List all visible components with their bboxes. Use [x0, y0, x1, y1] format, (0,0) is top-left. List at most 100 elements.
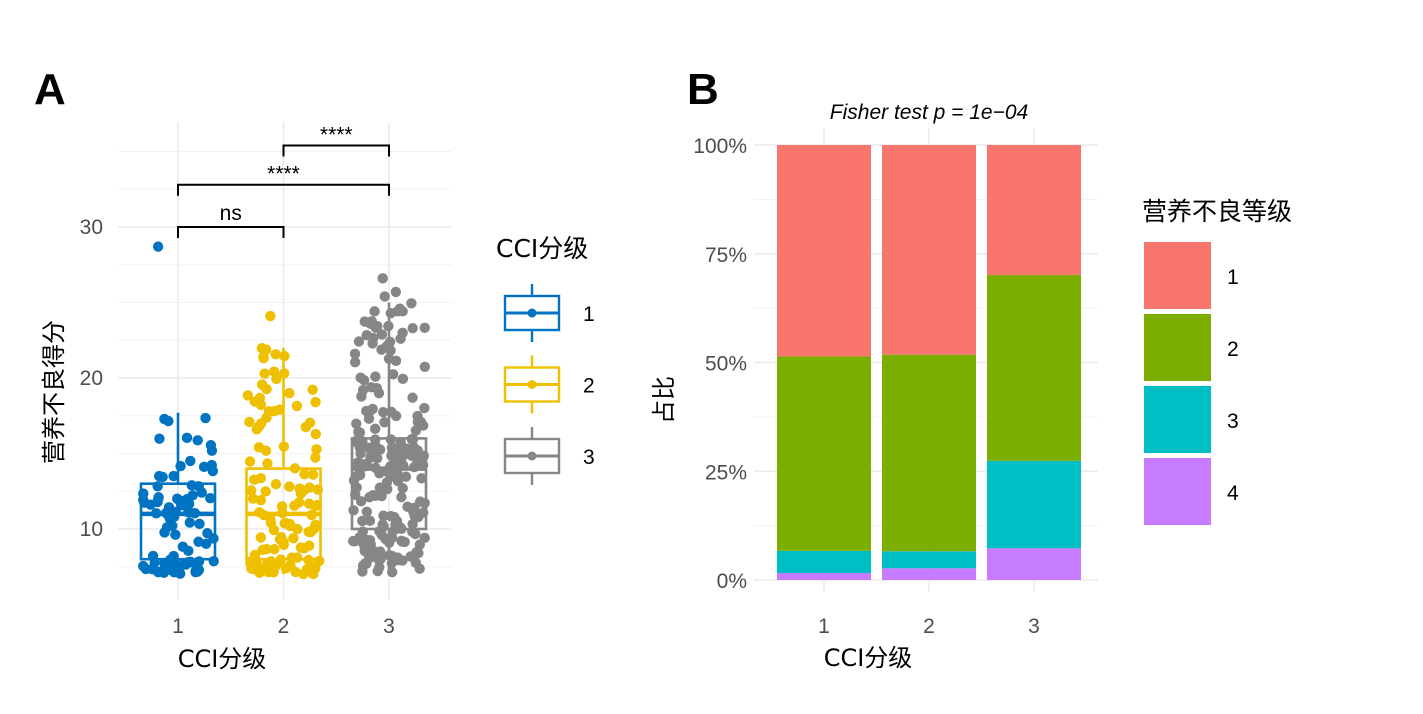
panel-a-x-tick-label: 3: [383, 615, 395, 638]
panel-a-point: [407, 434, 419, 445]
panel-a-point: [396, 535, 407, 547]
panel-a-point: [256, 379, 268, 390]
panel-a-point: [246, 485, 257, 496]
panel-a-point: [348, 505, 359, 516]
panel-a-point: [417, 507, 429, 518]
legend-b-label: 3: [1227, 410, 1239, 433]
panel-a-point: [185, 455, 196, 467]
panel-a-point: [406, 298, 417, 309]
legend-key-point: [527, 451, 537, 461]
panel-a-point: [247, 493, 259, 504]
panel-a-point: [309, 500, 321, 512]
panel-a-point: [295, 542, 307, 553]
panel-a-point: [246, 563, 257, 574]
panel-a-point: [146, 563, 158, 575]
panel-a-point: [268, 567, 279, 578]
panel-a-point: [359, 316, 370, 327]
panel-a-point: [383, 550, 395, 561]
panel-a-point: [280, 563, 292, 574]
panel-a-point: [181, 432, 193, 444]
panel-a-x-tick-label: 1: [172, 615, 184, 638]
panel-a-point: [407, 518, 418, 530]
panel-a-point: [190, 566, 201, 578]
panel-a-point: [314, 555, 325, 567]
panel-a-point: [189, 558, 200, 569]
panel-a-point: [249, 396, 261, 407]
panel-a-point: [385, 345, 396, 356]
panel-a-point: [274, 534, 286, 545]
panel-a-point: [364, 515, 376, 527]
panel-a-point: [304, 482, 315, 493]
panel-a-point: [312, 484, 324, 495]
panel-a-point: [376, 329, 388, 340]
panel-a-legend-title: CCI分级: [496, 234, 588, 263]
panel-a-point: [391, 455, 402, 466]
legend-b-item-2: 2: [1144, 314, 1239, 381]
panel-a-point: [310, 428, 322, 440]
legend-b-swatch: [1144, 242, 1211, 309]
panel-a-point: [205, 439, 217, 451]
panel-b-x-tick-label: 2: [923, 615, 935, 638]
panel-a-point: [284, 388, 295, 399]
panel-a-significance: ns **** ****: [177, 123, 390, 238]
bracket-label: ns: [220, 202, 242, 225]
legend-key-point: [527, 308, 537, 318]
bracket-label: ****: [320, 123, 353, 146]
panel-a-point: [253, 442, 265, 453]
panel-a-point: [259, 368, 270, 379]
panel-a-point: [409, 510, 420, 522]
panel-a-point: [159, 527, 170, 538]
panel-a-point: [380, 533, 391, 545]
panel-a-outlier-point: [265, 310, 276, 322]
panel-a-point: [165, 554, 176, 565]
panel-a-point: [307, 469, 319, 480]
panel-a-point: [307, 384, 318, 395]
panel-a-point: [262, 458, 273, 469]
panel-a-point: [349, 356, 361, 368]
panel-a-point: [355, 444, 366, 455]
panel-a-point: [366, 382, 377, 393]
panel-a-point: [286, 552, 297, 563]
bar-segment-cci3-grade2: [987, 275, 1081, 461]
panel-a-point: [392, 552, 403, 563]
panel-a-point: [174, 568, 186, 579]
panel-a-point: [208, 533, 219, 544]
panel-b-x-tick-label: 3: [1028, 615, 1040, 638]
panel-a-point: [306, 509, 317, 521]
panel-a-point: [402, 501, 413, 512]
panel-b-y-tick-label: 100%: [693, 135, 747, 158]
panel-a-point: [270, 478, 282, 490]
panel-a-point: [355, 463, 366, 475]
panel-a-point: [260, 486, 271, 497]
panel-a-point: [386, 406, 397, 417]
panel-a-point: [198, 461, 210, 473]
panel-b-bars: [777, 145, 1081, 580]
panel-a-point: [407, 526, 418, 537]
panel-a-point: [157, 471, 168, 483]
panel-a-point: [289, 463, 301, 474]
panel-a-point: [374, 562, 385, 573]
panel-a-point: [200, 412, 211, 424]
panel-a-point: [374, 482, 386, 493]
bar-segment-cci2-grade3: [882, 551, 976, 569]
panel-a-point: [170, 529, 181, 540]
panel-a-point: [367, 443, 379, 454]
bar-segment-cci1-grade1: [777, 145, 871, 357]
panel-a-point: [387, 369, 399, 380]
panel-a-point: [305, 526, 316, 538]
panel-a-label: A: [34, 65, 66, 114]
bar-segment-cci3-grade3: [987, 460, 1081, 549]
panel-a-point: [304, 417, 316, 428]
panel-a-point: [208, 555, 219, 567]
panel-a-point: [359, 558, 371, 569]
bar-segment-cci2-grade1: [882, 145, 976, 355]
panel-a-point: [416, 473, 427, 484]
panel-a-point: [358, 374, 370, 386]
panel-a-point: [409, 461, 420, 473]
bar-segment-cci2-grade4: [882, 568, 976, 580]
panel-b: B Fisher test p = 1e−04 0% 25% 50% 75% 100% 1…: [650, 65, 1292, 672]
comparison-bracket: ****: [177, 163, 390, 196]
panel-b-legend: 营养不良等级 1 2 3 4: [1142, 197, 1292, 525]
panel-a-point: [374, 468, 385, 479]
panel-a-point: [396, 491, 407, 503]
